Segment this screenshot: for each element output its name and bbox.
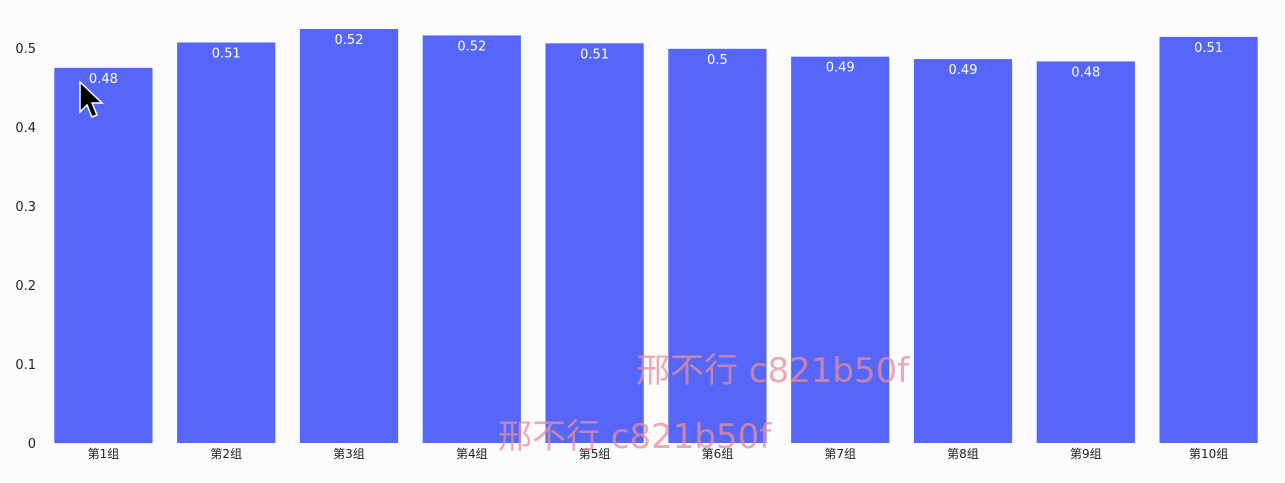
data-label-2: 0.51 xyxy=(212,47,241,62)
x-axis: 第1组 第2组 第3组 第4组 第5组 第6组 第7组 第8组 第9组 第10组 xyxy=(88,447,1229,461)
bar-3 xyxy=(299,29,399,443)
x-tick-label: 第10组 xyxy=(1189,447,1228,461)
y-tick-label: 0.2 xyxy=(15,279,36,294)
watermark-upper: 邢不行 c821b50f xyxy=(636,351,910,391)
data-label-1: 0.48 xyxy=(89,72,118,87)
y-tick-label: 0.4 xyxy=(15,121,36,136)
y-axis: 0 0.1 0.2 0.3 0.4 0.5 xyxy=(15,42,36,452)
data-label-10: 0.51 xyxy=(1194,41,1223,56)
bar-6 xyxy=(668,48,767,444)
data-label-5: 0.51 xyxy=(580,47,609,62)
watermarks: 邢不行 c821b50f 邢不行 c821b50f xyxy=(498,351,910,457)
bar-10 xyxy=(1159,36,1258,444)
bar-1 xyxy=(54,67,153,444)
x-tick-label: 第9组 xyxy=(1070,447,1102,461)
x-tick-label: 第2组 xyxy=(210,447,242,461)
data-label-6: 0.5 xyxy=(707,53,728,68)
x-tick-label: 第6组 xyxy=(702,447,734,461)
y-tick-label: 0 xyxy=(28,437,36,452)
data-label-8: 0.49 xyxy=(949,63,978,78)
x-tick-label: 第1组 xyxy=(88,447,120,461)
watermark-lower: 邢不行 c821b50f xyxy=(498,417,772,457)
x-tick-label: 第3组 xyxy=(333,447,365,461)
data-label-7: 0.49 xyxy=(826,61,855,76)
data-labels-group: 0.48 0.51 0.52 0.52 0.51 0.5 0.49 0.49 0.48 0.51 xyxy=(89,33,1223,87)
data-label-3: 0.52 xyxy=(335,33,364,48)
x-tick-label: 第5组 xyxy=(579,447,611,461)
bar-2 xyxy=(177,42,276,443)
y-tick-label: 0.1 xyxy=(15,358,36,373)
bar-5 xyxy=(545,43,644,444)
x-tick-label: 第4组 xyxy=(456,447,488,461)
data-label-4: 0.52 xyxy=(457,39,486,54)
y-tick-label: 0.3 xyxy=(15,200,36,215)
x-tick-label: 第8组 xyxy=(947,447,979,461)
data-label-9: 0.48 xyxy=(1071,65,1100,80)
y-tick-label: 0.5 xyxy=(15,42,36,57)
bars-group xyxy=(54,29,1258,444)
bar-9 xyxy=(1036,61,1135,444)
bar-8 xyxy=(913,59,1013,443)
x-tick-label: 第7组 xyxy=(824,447,856,461)
bar-4 xyxy=(422,35,521,444)
bar-7 xyxy=(791,56,890,443)
